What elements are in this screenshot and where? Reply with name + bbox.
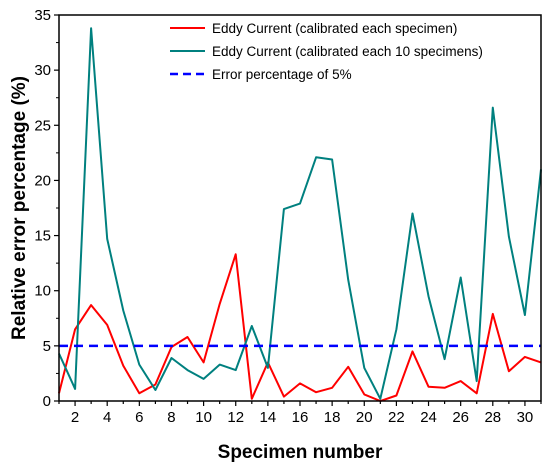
x-tick-label: 20 xyxy=(356,409,373,426)
y-tick-label: 25 xyxy=(34,117,51,134)
x-tick-label: 12 xyxy=(227,409,244,426)
series-line-1 xyxy=(58,253,542,402)
legend-label-3: Error percentage of 5% xyxy=(212,67,352,82)
y-tick-label: 35 xyxy=(34,7,51,24)
x-tick-label: 14 xyxy=(260,409,277,426)
x-tick-label: 30 xyxy=(517,409,534,426)
x-axis-title: Specimen number xyxy=(218,442,383,463)
legend-label-2: Eddy Current (calibrated each 10 specime… xyxy=(212,44,483,59)
y-axis-title: Relative error percentage (%) xyxy=(9,76,30,340)
y-tick-label: 30 xyxy=(34,62,51,79)
plot-lines xyxy=(58,27,542,402)
legend-label-1: Eddy Current (calibrated each specimen) xyxy=(212,21,457,36)
x-tick-label: 22 xyxy=(388,409,405,426)
x-tick-label: 18 xyxy=(324,409,341,426)
x-tick-label: 28 xyxy=(484,409,501,426)
y-tick-label: 10 xyxy=(34,283,51,300)
series-line-2 xyxy=(58,27,542,400)
y-tick-label: 20 xyxy=(34,172,51,189)
legend: Eddy Current (calibrated each specimen) E… xyxy=(170,21,483,82)
x-tick-label: 6 xyxy=(135,409,143,426)
x-tick-label: 2 xyxy=(71,409,79,426)
x-tick-label: 8 xyxy=(167,409,175,426)
x-tick-label: 26 xyxy=(452,409,469,426)
x-tick-label: 10 xyxy=(195,409,212,426)
y-tick-label: 5 xyxy=(43,338,51,355)
y-axis: 0 5 10 15 20 25 30 35 xyxy=(34,7,59,410)
x-tick-label: 16 xyxy=(292,409,309,426)
y-tick-label: 15 xyxy=(34,228,51,245)
y-tick-label: 0 xyxy=(43,393,51,410)
x-tick-label: 24 xyxy=(420,409,437,426)
x-axis: 2 4 6 8 10 12 14 16 18 20 22 24 26 28 30 xyxy=(58,401,542,426)
x-tick-label: 4 xyxy=(103,409,111,426)
